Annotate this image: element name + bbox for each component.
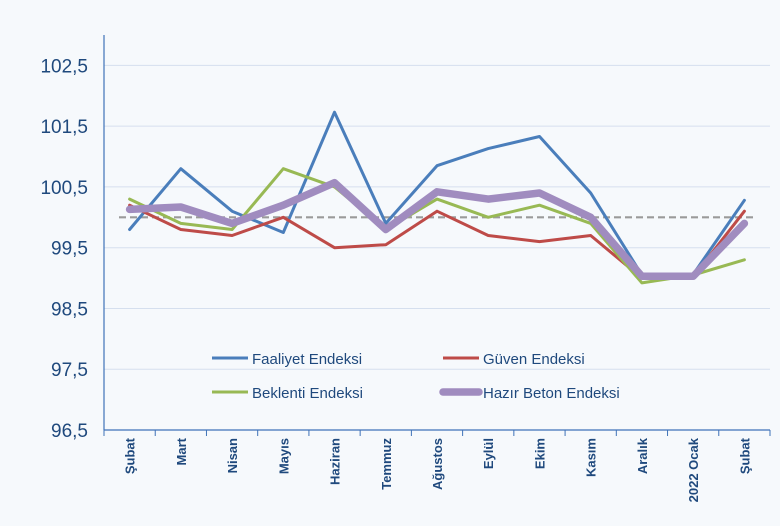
x-tick-label: Aralık <box>635 437 650 474</box>
y-tick-label: 99,5 <box>51 239 88 260</box>
x-tick-label: Haziran <box>328 438 343 485</box>
x-tick-label: Şubat <box>123 437 138 474</box>
series-line-2 <box>128 203 746 280</box>
y-tick-label: 100,5 <box>40 178 88 199</box>
legend-label-1: Faaliyet Endeksi <box>252 351 362 368</box>
legend-label-3: Beklenti Endeksi <box>252 385 363 402</box>
x-tick-label: Kasım <box>584 438 599 477</box>
legend-label-2: Güven Endeksi <box>483 351 585 368</box>
x-tick-label: 2022 Ocak <box>686 437 701 502</box>
y-tick-label: 101,5 <box>40 117 88 138</box>
x-tick-label: Temmuz <box>379 438 394 490</box>
x-tick-label: Ağustos <box>430 438 445 490</box>
x-tick-label: Ekim <box>532 438 547 469</box>
series-line-4 <box>125 178 749 281</box>
x-tick-label: Eylül <box>481 438 496 469</box>
x-tick-label: Mayıs <box>276 438 291 474</box>
y-tick-label: 96,5 <box>51 421 88 442</box>
y-tick-label: 98,5 <box>51 299 88 320</box>
series-line-3 <box>128 167 746 285</box>
x-tick-label: Nisan <box>225 438 240 473</box>
y-tick-label: 97,5 <box>51 360 88 381</box>
x-tick-label: Mart <box>174 437 189 465</box>
x-tick-label: Şubat <box>737 437 752 474</box>
y-tick-label: 102,5 <box>40 56 88 77</box>
legend-label-4: Hazır Beton Endeksi <box>483 385 620 402</box>
